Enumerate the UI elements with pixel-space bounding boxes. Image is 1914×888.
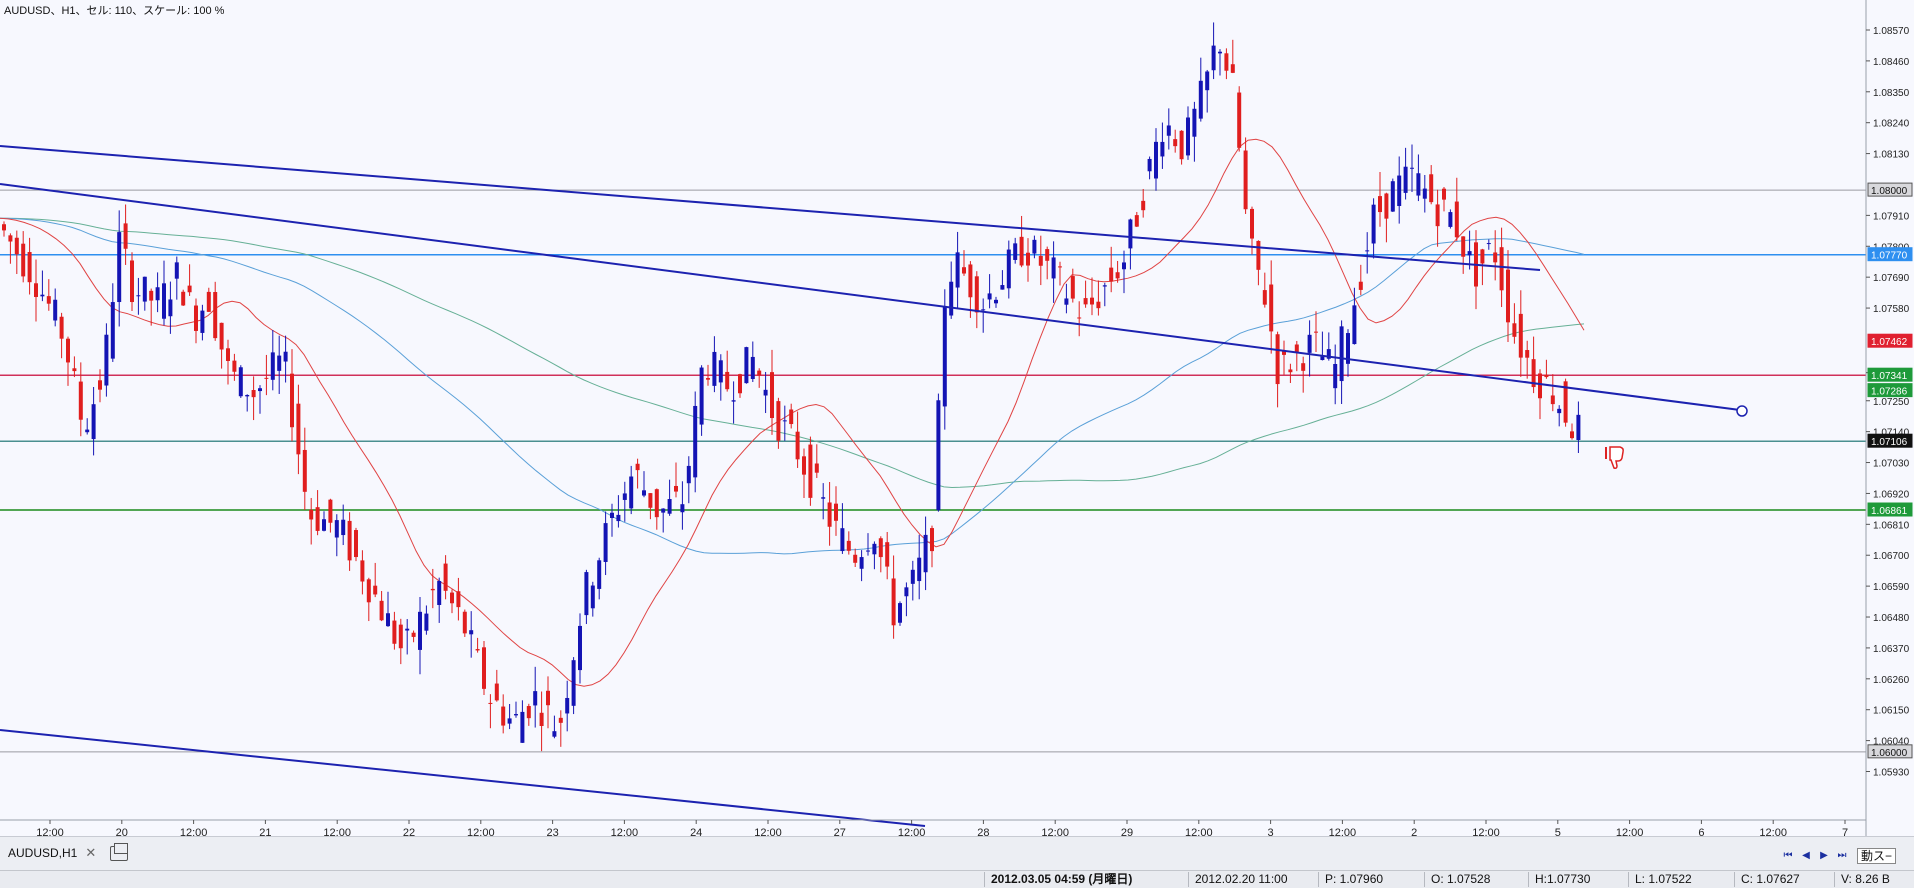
horizontal-lines[interactable] [0, 189, 1866, 753]
time-tick-label: 7 [1842, 827, 1848, 836]
time-tick-label: 23 [546, 827, 558, 836]
circle-anchor-icon[interactable] [1736, 405, 1748, 417]
status-high: H:1.07730 [1528, 872, 1590, 887]
price-tick-label: 1.07690 [1873, 273, 1910, 284]
time-tick-label: 27 [834, 827, 846, 836]
status-low: L: 1.07522 [1628, 872, 1692, 887]
thumbs-down-icon[interactable] [1605, 446, 1624, 469]
price-tag [1867, 433, 1913, 448]
tab-audusd-h1[interactable]: AUDUSD,H1 ✕ [2, 842, 134, 863]
price-tick-label: 1.06370 [1873, 644, 1910, 655]
price-tick-label: 1.07580 [1873, 304, 1910, 315]
price-tick-label: 1.08460 [1873, 57, 1910, 68]
time-tick-label: 12:00 [467, 827, 495, 836]
time-tick-label: 12:00 [1759, 827, 1787, 836]
price-tag-label: 1.07462 [1871, 337, 1908, 348]
price-tick-label: 1.06040 [1873, 737, 1910, 748]
price-tick-label: 1.06920 [1873, 489, 1910, 500]
prev-bar-button[interactable]: ◀ [1802, 850, 1810, 861]
time-tick-label: 3 [1268, 827, 1274, 836]
price-tick-label: 1.08240 [1873, 119, 1910, 130]
price-tick-label: 1.08130 [1873, 150, 1910, 161]
time-tick-label: 12:00 [1329, 827, 1357, 836]
time-tick-label: 2 [1411, 827, 1417, 836]
price-tag [1867, 502, 1913, 517]
time-tick-label: 12:00 [898, 827, 926, 836]
price-tick-label: 1.07030 [1873, 459, 1910, 470]
time-tick-label: 12:00 [36, 827, 64, 836]
symbol-header: AUDUSD、H1、セル: 110、スケール: 100 % [4, 5, 225, 17]
window-restore-icon[interactable] [110, 842, 129, 861]
price-tag [1867, 182, 1913, 197]
time-axis: 12:00 20 12:00 21 12:00 22 12:00 23 12:00 24 12:00… [0, 819, 1866, 836]
price-tag-label: 1.08000 [1871, 186, 1908, 197]
time-tick-label: 12:00 [1041, 827, 1069, 836]
ma-mid-line [0, 217, 1585, 555]
chart-area[interactable]: 1.08570 1.08460 1.08350 1.08240 1.08130 1.079… [0, 0, 1914, 836]
price-tag [1867, 367, 1913, 382]
status-open: O: 1.07528 [1424, 872, 1490, 887]
price-tick-label: 1.08350 [1873, 88, 1910, 99]
price-tag-label: 1.07286 [1871, 387, 1908, 398]
status-close: C: 1.07627 [1734, 872, 1800, 887]
scroll-navigation: ⏮ ◀ ▶ ⏭ 動ス− [1781, 848, 1896, 864]
chart-tabbar: AUDUSD,H1 ✕ [0, 836, 1914, 871]
price-tick-label: 1.07910 [1873, 211, 1910, 222]
price-axis[interactable]: 1.08570 1.08460 1.08350 1.08240 1.08130 1.079… [1865, 0, 1914, 836]
dynamic-scroll-button[interactable]: 動ス− [1856, 848, 1896, 864]
time-tick-label: 20 [116, 827, 128, 836]
trendline-lower[interactable] [0, 729, 926, 827]
price-tag [1867, 333, 1913, 348]
time-tick-label: 12:00 [1185, 827, 1213, 836]
price-tag-label: 1.06000 [1871, 748, 1908, 759]
price-tick-label: 1.06810 [1873, 520, 1910, 531]
price-tick-label: 1.06150 [1873, 706, 1910, 717]
tab-label: AUDUSD,H1 [8, 846, 78, 860]
trendlines[interactable] [0, 145, 1748, 827]
price-tick-label: 1.08570 [1873, 26, 1910, 37]
price-tick-label: 1.07140 [1873, 428, 1910, 439]
candles [2, 22, 1581, 752]
price-tag-label: 1.07341 [1871, 371, 1908, 382]
price-tag [1867, 247, 1913, 262]
time-tick-label: 21 [259, 827, 271, 836]
time-tick-label: 12:00 [1616, 827, 1644, 836]
price-tag [1867, 744, 1913, 759]
time-tick-label: 28 [977, 827, 989, 836]
time-tick-label: 12:00 [180, 827, 208, 836]
status-p: P: 1.07960 [1318, 872, 1383, 887]
price-tick-label: 1.06260 [1873, 675, 1910, 686]
time-tick-label: 24 [690, 827, 702, 836]
status-volume: V: 8.26 B [1834, 872, 1890, 887]
price-tick-label: 1.06700 [1873, 551, 1910, 562]
trendline-upper[interactable] [0, 145, 1541, 271]
first-bar-button[interactable]: ⏮ [1783, 850, 1793, 861]
time-tick-label: 12:00 [1472, 827, 1500, 836]
time-tick-label: 12:00 [611, 827, 639, 836]
last-bar-button[interactable]: ⏭ [1837, 850, 1847, 861]
status-datetime: 2012.03.05 04:59 (月曜日) [984, 872, 1132, 887]
time-tick-label: 29 [1121, 827, 1133, 836]
trendline-middle[interactable] [0, 183, 1741, 411]
status-bar-time: 2012.02.20 11:00 [1188, 872, 1288, 887]
price-tick-label: 1.06480 [1873, 613, 1910, 624]
price-tick-label: 1.06590 [1873, 582, 1910, 593]
next-bar-button[interactable]: ▶ [1820, 850, 1828, 861]
status-bar: 2012.03.05 04:59 (月曜日) 2012.02.20 11:00 … [0, 870, 1914, 888]
price-tag-label: 1.06861 [1871, 506, 1908, 517]
close-icon[interactable]: ✕ [85, 845, 97, 860]
price-tag [1867, 383, 1913, 398]
price-tick-label: 1.05930 [1873, 768, 1910, 779]
time-tick-label: 12:00 [754, 827, 782, 836]
price-chart[interactable]: 1.08570 1.08460 1.08350 1.08240 1.08130 1.079… [0, 0, 1914, 836]
price-tag-label: 1.07770 [1871, 251, 1908, 262]
time-tick-label: 6 [1698, 827, 1704, 836]
time-tick-label: 22 [403, 827, 415, 836]
price-tick-label: 1.07250 [1873, 397, 1910, 408]
price-tag-label: 1.07106 [1871, 437, 1908, 448]
time-tick-label: 12:00 [323, 827, 351, 836]
time-tick-label: 5 [1555, 827, 1561, 836]
ma-slow-line [0, 217, 1585, 489]
